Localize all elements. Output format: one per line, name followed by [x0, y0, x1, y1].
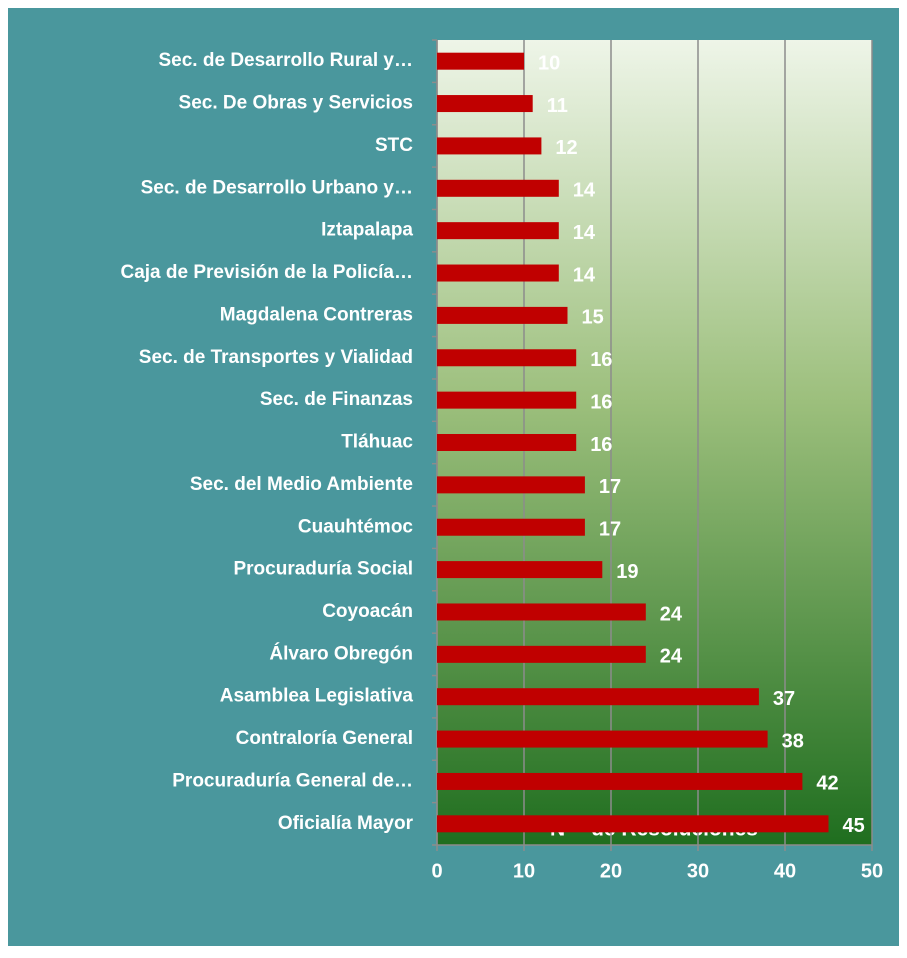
y-tick-label: Caja de Previsión de la Policía…	[120, 262, 413, 283]
y-tick-label: Asamblea Legislativa	[220, 686, 414, 707]
x-tick-label: 30	[687, 860, 709, 882]
bar	[437, 306, 568, 324]
value-label: 11	[547, 95, 568, 117]
value-label: 38	[782, 730, 804, 752]
x-tick-label: 0	[431, 860, 442, 882]
value-label: 16	[590, 349, 612, 371]
bar	[437, 730, 768, 748]
y-tick-label: Iztapalapa	[321, 220, 413, 241]
value-label: 45	[843, 815, 865, 837]
y-tick-label: Sec. del Medio Ambiente	[190, 474, 413, 495]
value-label: 24	[660, 646, 683, 668]
x-tick-label: 50	[861, 860, 883, 882]
bar	[437, 561, 603, 579]
x-tick-label: 20	[600, 860, 622, 882]
value-label: 14	[573, 264, 596, 286]
value-label: 15	[582, 307, 604, 329]
bar	[437, 137, 542, 155]
y-tick-label: Procuraduría General de…	[172, 770, 413, 791]
y-tick-label: Coyoacán	[322, 601, 413, 622]
bar	[437, 391, 577, 409]
y-tick-label: Sec. de Transportes y Vialidad	[139, 347, 413, 368]
value-label: 14	[573, 180, 596, 202]
bar	[437, 434, 577, 451]
bar	[437, 518, 585, 536]
bar	[437, 179, 559, 197]
bar	[437, 349, 577, 367]
y-tick-label: Tláhuac	[341, 432, 413, 453]
value-label: 16	[590, 391, 612, 413]
y-tick-label: Sec. de Desarrollo Urbano y…	[141, 177, 413, 198]
y-tick-label: Sec. de Desarrollo Rural y…	[159, 50, 414, 71]
bar	[437, 688, 759, 706]
bar	[437, 264, 559, 282]
value-label: 17	[599, 519, 621, 541]
x-tick-label: 40	[774, 860, 796, 882]
y-tick-label: Procuraduría Social	[233, 559, 413, 580]
bar	[437, 222, 559, 240]
y-tick-label: Magdalena Contreras	[220, 304, 413, 325]
y-tick-label: STC	[375, 135, 413, 156]
value-label: 16	[590, 434, 612, 456]
value-label: 17	[599, 476, 621, 498]
value-label: 12	[555, 137, 577, 159]
y-tick-label: Cuauhtémoc	[298, 516, 414, 537]
bar	[437, 645, 646, 663]
y-tick-label: Contraloría General	[236, 728, 413, 749]
value-label: 24	[660, 603, 683, 625]
value-label: 37	[773, 688, 795, 710]
value-label: 42	[816, 773, 838, 795]
x-tick-label: 10	[513, 860, 535, 882]
bar	[437, 815, 829, 833]
value-label: 19	[616, 561, 638, 583]
y-tick-label: Sec. de Finanzas	[260, 389, 413, 410]
y-tick-label: Sec. De Obras y Servicios	[179, 93, 413, 114]
y-tick-label: Álvaro Obregón	[269, 642, 413, 664]
value-label: 14	[573, 222, 596, 244]
bar	[437, 95, 533, 113]
bar	[437, 603, 646, 621]
bar	[437, 772, 803, 790]
bar	[437, 52, 524, 70]
bar	[437, 476, 585, 494]
value-label: 10	[538, 52, 560, 74]
y-tick-label: Oficialía Mayor	[278, 813, 414, 834]
